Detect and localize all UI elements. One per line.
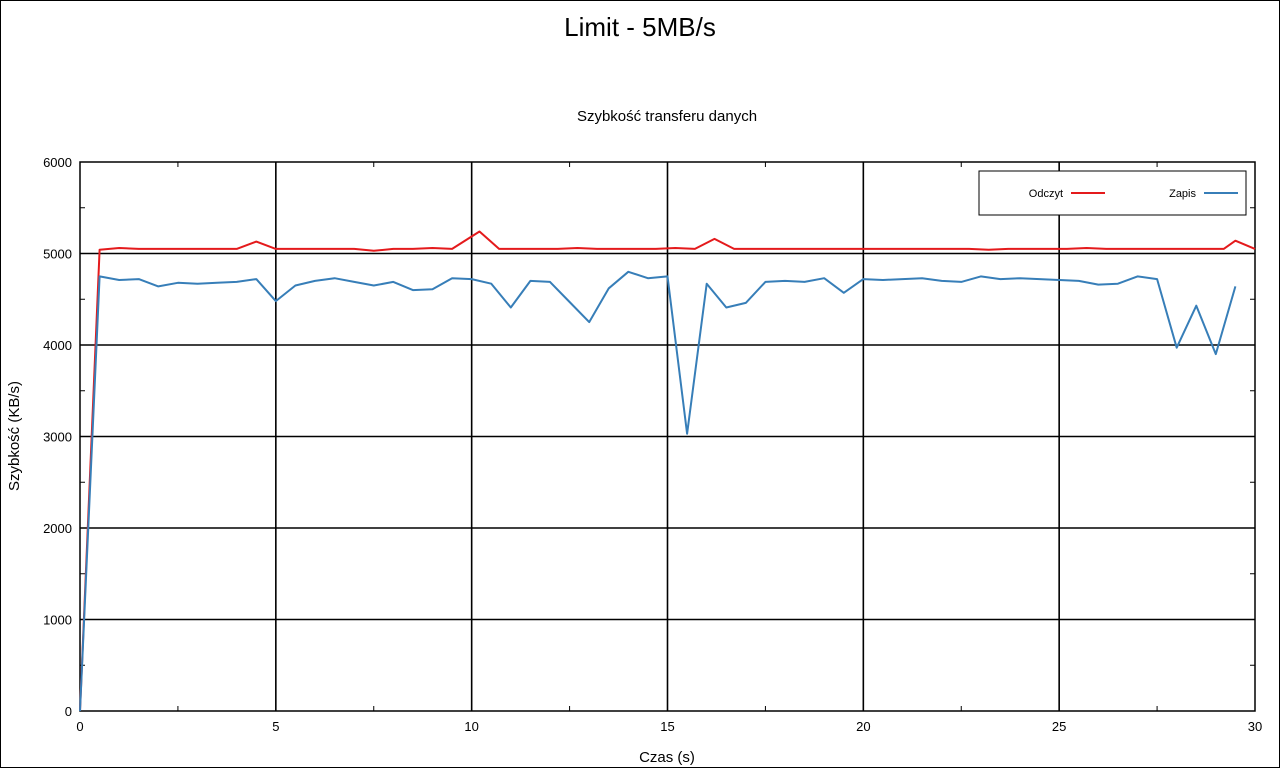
plot-area — [79, 161, 1256, 712]
axis-ticks: 0 5 10 15 20 25 30 0 1000 2000 3000 4000 5000 6000 — [43, 155, 1262, 734]
x-tick-label: 0 — [76, 719, 83, 734]
x-tick-label: 25 — [1052, 719, 1066, 734]
y-tick-label: 2000 — [43, 521, 72, 536]
series-line-zapis — [79, 270, 1237, 712]
x-tick-label: 15 — [660, 719, 674, 734]
y-tick-label: 6000 — [43, 155, 72, 170]
legend-entry-odczyt: Odczyt — [1029, 188, 1063, 200]
legend: Odczyt Zapis — [978, 170, 1247, 216]
x-tick-label: 20 — [856, 719, 870, 734]
series-lines — [79, 230, 1256, 712]
legend-box — [978, 170, 1247, 216]
y-tick-label: 5000 — [43, 247, 72, 262]
grid — [80, 162, 1255, 711]
x-tick-label: 30 — [1248, 719, 1262, 734]
y-tick-label: 4000 — [43, 338, 72, 353]
x-tick-label: 10 — [464, 719, 478, 734]
x-axis-label: Czas (s) — [639, 749, 695, 766]
figure-title: Limit - 5MB/s — [564, 12, 716, 42]
legend-entry-zapis: Zapis — [1169, 188, 1196, 200]
x-tick-label: 5 — [272, 719, 279, 734]
y-tick-label: 3000 — [43, 430, 72, 445]
series-line-odczyt — [79, 230, 1256, 712]
y-tick-label: 0 — [65, 704, 72, 719]
y-axis-label: Szybkość (KB/s) — [6, 381, 23, 491]
chart-title: Szybkość transferu danych — [577, 108, 757, 125]
y-tick-label: 1000 — [43, 613, 72, 628]
